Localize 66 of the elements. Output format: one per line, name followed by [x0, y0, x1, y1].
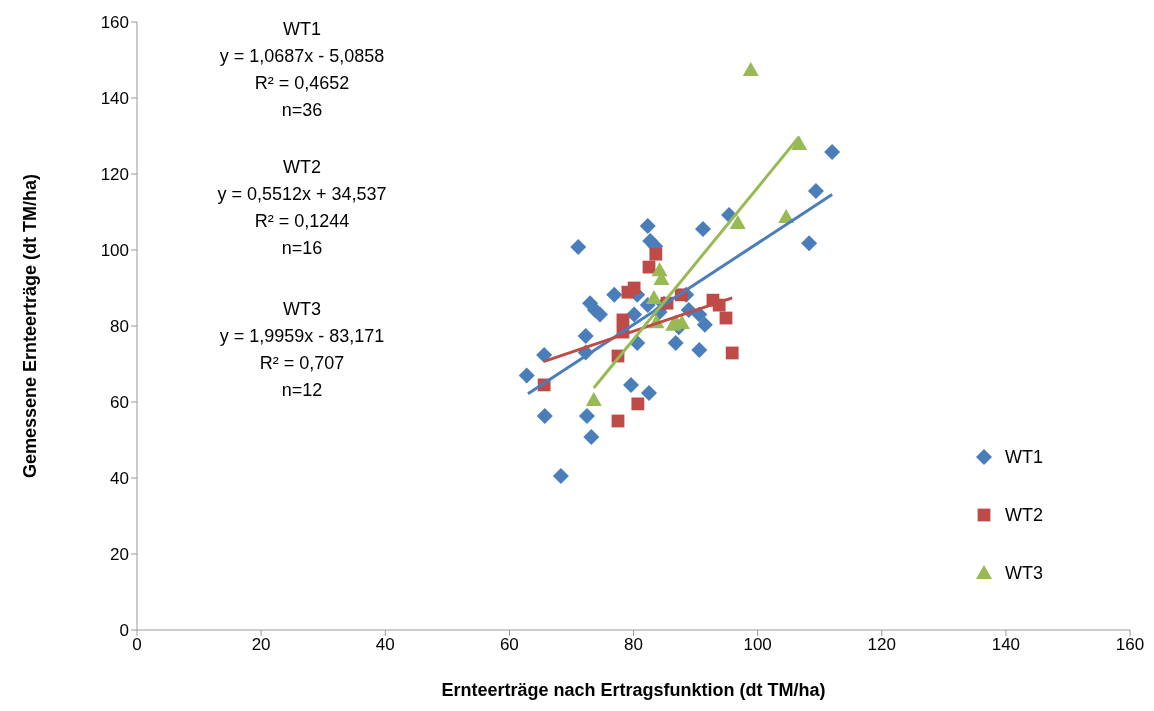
y-tick-label: 80	[110, 317, 129, 337]
annotation: R² = 0,707	[258, 352, 346, 375]
y-tick-label: 160	[100, 13, 129, 33]
annotation: WT3	[282, 298, 322, 321]
point	[552, 468, 569, 485]
point	[791, 135, 808, 150]
x-tick-label: 100	[743, 635, 772, 655]
point	[649, 247, 663, 261]
y-tick-label: 120	[100, 165, 129, 185]
point	[578, 408, 595, 425]
point	[583, 428, 600, 445]
point	[667, 335, 684, 352]
y-tick-label: 40	[110, 469, 129, 489]
point	[645, 289, 662, 304]
annotation: n=12	[280, 379, 324, 402]
legend-label: WT2	[1005, 504, 1043, 526]
x-tick-label: 160	[1115, 635, 1145, 655]
point	[606, 286, 623, 303]
y-tick-label: 0	[119, 621, 129, 641]
point	[623, 376, 640, 393]
point	[518, 367, 535, 384]
annotation: y = 0,5512x + 34,537	[216, 183, 388, 206]
point	[639, 218, 656, 235]
x-tick-label: 40	[375, 635, 395, 655]
point	[824, 143, 841, 160]
legend-label: WT3	[1005, 562, 1043, 584]
annotation: y = 1,9959x - 83,171	[218, 325, 386, 348]
x-axis-title: Ernteerträge nach Ertragsfunktion (dt TM/ha)	[441, 680, 826, 700]
point	[536, 408, 553, 425]
point	[725, 346, 739, 360]
point	[742, 61, 759, 76]
point	[696, 316, 713, 333]
y-tick-label: 20	[110, 545, 129, 565]
x-tick-label: 140	[991, 635, 1021, 655]
x-tick-label: 20	[251, 635, 271, 655]
annotation: n=16	[280, 237, 324, 260]
y-tick-label: 60	[110, 393, 129, 413]
point	[631, 397, 645, 411]
annotation: WT2	[282, 156, 322, 179]
point	[695, 221, 712, 238]
point	[801, 235, 818, 252]
annotation: R² = 0,4652	[253, 72, 351, 95]
legend-label: WT1	[1005, 446, 1043, 468]
x-tick-label: 80	[624, 635, 643, 655]
annotation: n=36	[280, 99, 324, 122]
point	[570, 238, 587, 255]
y-tick-label: 100	[100, 241, 129, 261]
point	[642, 260, 656, 274]
annotation: y = 1,0687x - 5,0858	[218, 45, 386, 68]
point	[577, 327, 594, 344]
point	[807, 183, 824, 200]
point	[626, 306, 643, 323]
x-tick-label: 0	[132, 635, 142, 655]
point	[729, 215, 746, 230]
point	[536, 346, 553, 363]
point	[627, 281, 641, 295]
y-axis-title: Gemessene Ernteerträge (dt TM/ha)	[20, 173, 41, 479]
annotation: R² = 0,1244	[253, 210, 351, 233]
x-tick-label: 60	[499, 635, 519, 655]
x-tick-label: 120	[867, 635, 896, 655]
annotation: WT1	[282, 18, 322, 41]
point	[591, 306, 608, 323]
point	[691, 341, 708, 358]
point	[641, 384, 658, 401]
point	[585, 392, 602, 407]
y-tick-label: 140	[100, 89, 129, 109]
